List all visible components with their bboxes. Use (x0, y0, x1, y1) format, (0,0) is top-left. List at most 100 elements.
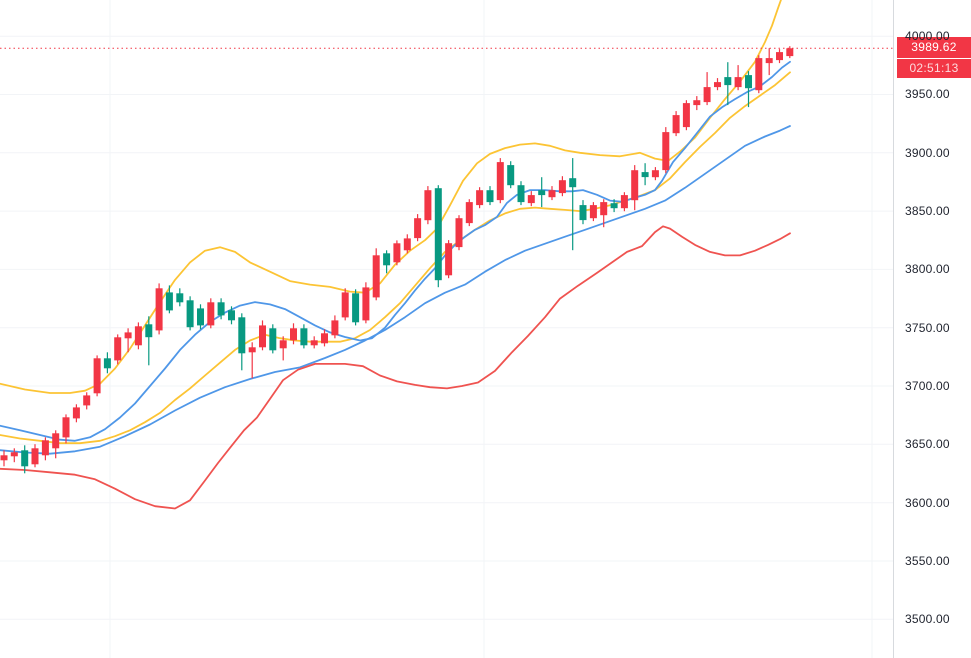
price-axis[interactable]: 3989.62 02:51:13 4000.00 3950.00 3900.00 38… (893, 0, 971, 658)
candle (507, 161, 515, 189)
candle (620, 192, 628, 212)
candle (31, 444, 39, 468)
candle-body (155, 288, 163, 331)
candle-body (300, 328, 308, 346)
indicator-line-lower-band-red (0, 225, 791, 510)
candle (600, 199, 608, 228)
candle (217, 298, 225, 320)
candle-body (341, 292, 349, 318)
price-tick-label: 3800.00 (905, 262, 950, 276)
candle-body (83, 395, 91, 406)
candle-body (217, 302, 225, 316)
price-tick-label: 3850.00 (905, 204, 950, 218)
candle (724, 62, 732, 106)
candle (517, 181, 525, 206)
candle-body (331, 320, 339, 336)
candle (558, 176, 566, 197)
candle-body (465, 202, 473, 224)
candle-body (434, 188, 442, 281)
candle (62, 414, 70, 444)
price-tick-label: 4000.00 (905, 29, 950, 43)
price-tick-label: 3950.00 (905, 87, 950, 101)
candle (134, 322, 142, 350)
candle-body (651, 170, 659, 178)
candle (197, 304, 204, 330)
candle-body (672, 115, 680, 134)
candle-body (424, 190, 432, 221)
candle (165, 285, 173, 314)
candle (393, 240, 401, 266)
candle-body (724, 77, 732, 86)
candle-body (548, 190, 556, 198)
indicator-line-ma-slow-blue (0, 125, 791, 455)
candle (734, 65, 742, 91)
candle-body (745, 75, 752, 89)
candle (569, 158, 577, 251)
candle (538, 177, 546, 208)
candle-body (786, 48, 794, 57)
candle (755, 55, 763, 94)
candle-body (507, 165, 515, 186)
price-tick-label: 3500.00 (905, 612, 950, 626)
candle-body (0, 455, 8, 461)
candle (527, 191, 535, 207)
candle-body (569, 178, 577, 188)
candle-body (693, 100, 701, 106)
candle-body (414, 218, 422, 239)
indicator-line-upper-band-yellow (0, 0, 782, 394)
candle (0, 450, 8, 467)
candle (186, 296, 194, 331)
candle (476, 187, 484, 209)
candle-body (279, 340, 287, 349)
price-tick-label: 3750.00 (905, 321, 950, 335)
candle-body (238, 317, 246, 354)
candle (300, 324, 308, 349)
candle-body (558, 180, 566, 194)
candle-body (290, 328, 297, 341)
price-tick-label: 3700.00 (905, 379, 950, 393)
price-tick-label: 3550.00 (905, 554, 950, 568)
candle-body (486, 190, 494, 203)
candle (682, 100, 690, 131)
candle-body (662, 132, 670, 171)
candle (72, 404, 80, 423)
candle-body (248, 347, 256, 353)
candle (372, 248, 380, 301)
candle (207, 298, 215, 329)
candle (331, 315, 339, 339)
candle-body (589, 205, 597, 219)
candle (651, 167, 659, 181)
candle-body (765, 58, 773, 64)
candle-body (476, 190, 484, 206)
candle (631, 165, 639, 211)
candle (714, 78, 721, 91)
candle (765, 48, 773, 76)
candle-body (62, 417, 70, 438)
candle-body (21, 450, 29, 467)
candle (352, 289, 360, 326)
candle (414, 214, 422, 242)
candle (124, 328, 132, 353)
candle (383, 250, 391, 274)
candle (310, 336, 318, 349)
candle (786, 46, 794, 59)
candle-body (372, 255, 380, 298)
candle (445, 240, 453, 279)
candle-body (403, 238, 411, 251)
candle-body (186, 300, 194, 328)
candle-body (10, 452, 18, 457)
candle-body (165, 292, 173, 311)
candle (145, 316, 153, 366)
candle-body (445, 243, 453, 276)
candle-body (52, 433, 60, 449)
price-tick-label: 3650.00 (905, 437, 950, 451)
candle-body (755, 58, 763, 91)
last-price-badge: 3989.62 (897, 37, 971, 58)
candle-body (93, 358, 101, 394)
candle-body (538, 190, 546, 196)
candle-body (393, 243, 401, 263)
candle (269, 324, 277, 354)
candle (114, 334, 122, 365)
